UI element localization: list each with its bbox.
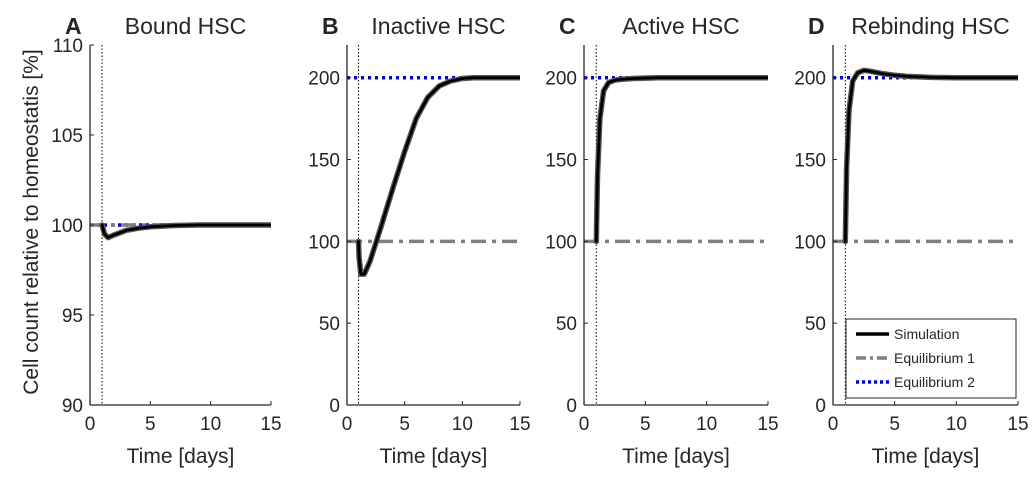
x-tick-label: 0 [85,414,96,435]
panel-letter: D [808,13,825,39]
y-tick-label: 110 [53,36,83,57]
legend-label: Simulation [894,326,959,342]
panel-letter: C [559,13,576,39]
y-tick-label: 0 [815,396,826,417]
x-axis-label: Time [days] [622,445,730,468]
x-tick-label: 15 [1007,414,1028,435]
y-tick-label: 200 [545,69,577,90]
panel-title: Rebinding HSC [851,13,1010,39]
y-tick-label: 200 [794,69,826,90]
y-tick-label: 105 [51,126,83,147]
y-tick-label: 150 [545,151,577,172]
panel-title: Inactive HSC [371,13,505,39]
y-tick-label: 50 [805,314,826,335]
panel-letter: B [322,13,339,39]
x-axis-label: Time [days] [872,445,980,468]
legend-label: Equilibrium 2 [894,374,975,390]
x-tick-label: 10 [696,414,717,435]
y-tick-label: 150 [308,151,340,172]
y-tick-label: 50 [319,314,340,335]
y-tick-label: 150 [794,151,826,172]
y-axis-label: Cell count relative to homeostatis [%] [20,49,43,395]
y-tick-label: 50 [556,314,577,335]
simulation-line [357,76,520,276]
y-tick-label: 100 [545,232,577,253]
x-tick-label: 10 [452,414,473,435]
simulation-line-shadow [355,74,520,277]
y-tick-label: 100 [794,232,826,253]
legend-box [845,318,1017,399]
panel-title: Bound HSC [125,13,246,39]
y-tick-label: 0 [566,396,577,417]
x-tick-label: 15 [260,414,281,435]
y-tick-label: 100 [51,216,83,237]
simulation-line-shadow [593,74,768,245]
x-tick-label: 0 [828,414,839,435]
x-tick-label: 5 [399,414,410,435]
simulation-line [594,76,768,243]
legend: Simulation Equilibrium 1 Equilibrium 2 [845,318,1017,399]
x-tick-label: 15 [509,414,530,435]
x-axis-label: Time [days] [380,445,488,468]
panel-title: Active HSC [622,13,740,39]
panel-letter: A [65,13,82,39]
y-tick-label: 0 [329,396,340,417]
y-tick-label: 95 [62,306,83,327]
x-tick-label: 0 [579,414,590,435]
x-tick-label: 10 [946,414,967,435]
x-tick-label: 10 [200,414,221,435]
x-tick-label: 0 [342,414,353,435]
simulation-line-shadow [842,67,1018,245]
simulation-line [100,223,271,240]
y-tick-label: 90 [62,396,83,417]
legend-label: Equilibrium 1 [894,350,975,366]
x-axis-label: Time [days] [127,445,235,468]
x-tick-label: 15 [757,414,778,435]
simulation-line [843,69,1018,243]
x-tick-label: 5 [640,414,651,435]
x-tick-label: 5 [889,414,900,435]
y-tick-label: 200 [308,69,340,90]
y-tick-label: 100 [308,232,340,253]
x-tick-label: 5 [145,414,156,435]
